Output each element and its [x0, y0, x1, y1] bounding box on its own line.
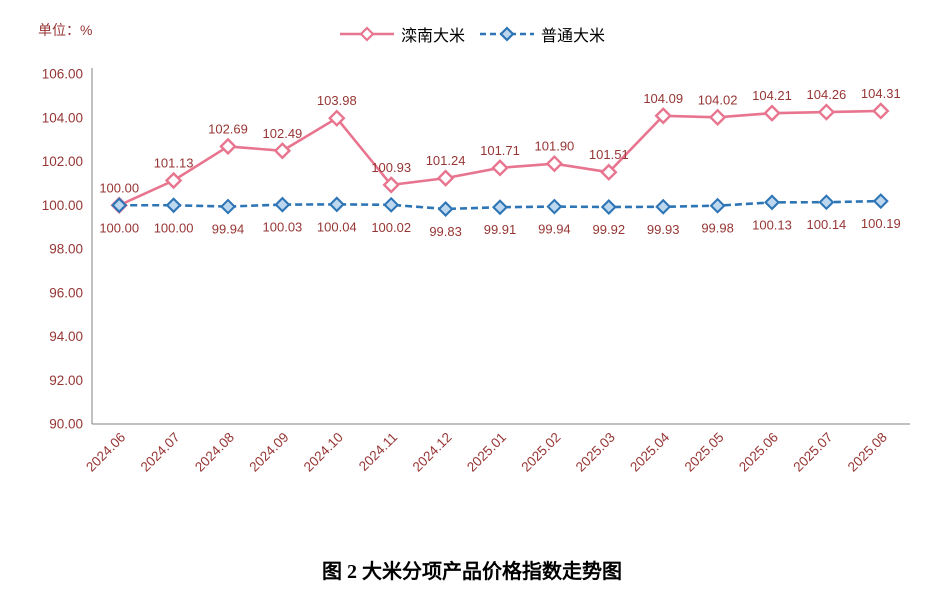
unit-label: 单位：% [38, 22, 93, 38]
legend-swatch-ordinary [480, 26, 534, 42]
figure-caption: 图 2 大米分项产品价格指数走势图 [322, 561, 622, 583]
svg-text:2024.07: 2024.07 [138, 430, 183, 475]
svg-text:2024.08: 2024.08 [192, 430, 237, 475]
svg-text:2025.05: 2025.05 [682, 430, 727, 475]
svg-text:2025.02: 2025.02 [518, 430, 563, 475]
svg-text:2025.08: 2025.08 [845, 430, 890, 475]
svg-text:2025.06: 2025.06 [736, 430, 781, 475]
svg-text:101.90: 101.90 [535, 139, 575, 154]
legend-item-ordinary: 普通大米 [479, 22, 605, 46]
svg-text:2025.04: 2025.04 [627, 429, 672, 474]
svg-text:100.03: 100.03 [263, 220, 303, 235]
svg-text:104.00: 104.00 [42, 110, 83, 125]
svg-text:2024.10: 2024.10 [301, 430, 346, 475]
svg-text:2024.09: 2024.09 [246, 430, 291, 475]
svg-text:2024.11: 2024.11 [356, 430, 400, 474]
svg-text:104.21: 104.21 [752, 88, 792, 103]
legend-item-luannan: 滦南大米 [339, 22, 465, 46]
svg-text:94.00: 94.00 [49, 329, 83, 344]
svg-text:96.00: 96.00 [49, 285, 83, 300]
svg-text:2025.07: 2025.07 [790, 430, 835, 475]
svg-text:99.93: 99.93 [647, 222, 680, 237]
svg-text:90.00: 90.00 [49, 417, 83, 432]
svg-text:100.00: 100.00 [42, 198, 83, 213]
svg-text:101.24: 101.24 [426, 153, 466, 168]
svg-text:2025.01: 2025.01 [464, 430, 509, 475]
legend-label-ordinary: 普通大米 [541, 28, 606, 45]
svg-text:106.00: 106.00 [42, 67, 83, 82]
svg-text:99.91: 99.91 [484, 222, 517, 237]
svg-text:98.00: 98.00 [49, 242, 83, 257]
svg-text:100.13: 100.13 [752, 217, 792, 232]
svg-text:100.02: 100.02 [371, 220, 411, 235]
svg-text:104.09: 104.09 [643, 91, 683, 106]
svg-text:99.83: 99.83 [429, 224, 462, 239]
svg-text:101.71: 101.71 [480, 143, 520, 158]
legend-label-luannan: 滦南大米 [400, 28, 465, 45]
svg-text:102.69: 102.69 [208, 121, 248, 136]
legend-swatch-luannan [339, 26, 394, 42]
svg-text:100.93: 100.93 [371, 160, 411, 175]
svg-text:102.00: 102.00 [42, 154, 83, 169]
svg-text:100.00: 100.00 [99, 220, 139, 235]
svg-text:100.19: 100.19 [861, 216, 901, 231]
svg-text:99.98: 99.98 [701, 221, 734, 236]
svg-text:103.98: 103.98 [317, 93, 357, 108]
svg-text:92.00: 92.00 [49, 373, 83, 388]
svg-text:104.31: 104.31 [861, 86, 901, 101]
svg-text:104.02: 104.02 [698, 92, 738, 107]
svg-text:2024.06: 2024.06 [83, 430, 128, 475]
svg-text:2025.03: 2025.03 [573, 430, 618, 475]
svg-text:101.51: 101.51 [589, 147, 629, 162]
svg-text:101.13: 101.13 [154, 156, 194, 171]
svg-text:102.49: 102.49 [263, 126, 303, 141]
svg-text:99.94: 99.94 [538, 222, 571, 237]
svg-text:100.04: 100.04 [317, 219, 357, 234]
svg-text:104.26: 104.26 [807, 87, 847, 102]
svg-text:100.00: 100.00 [99, 180, 139, 195]
svg-text:100.00: 100.00 [154, 220, 194, 235]
line-chart: 90.00 92.00 94.00 96.00 98.00 100.00 102.00 104… [42, 67, 910, 475]
svg-text:100.14: 100.14 [807, 217, 847, 232]
svg-text:2024.12: 2024.12 [410, 430, 455, 475]
chart-legend: 滦南大米 普通大米 [339, 22, 605, 46]
chart-header: 单位：% 滦南大米 普通大米 [0, 0, 944, 52]
svg-text:99.94: 99.94 [212, 222, 245, 237]
svg-text:99.92: 99.92 [593, 222, 626, 237]
